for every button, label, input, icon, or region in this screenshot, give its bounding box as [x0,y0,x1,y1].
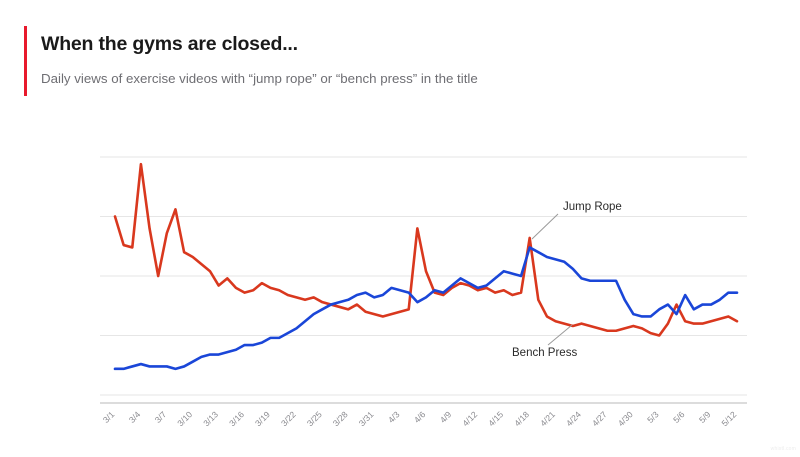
x-tick-label: 3/7 [153,409,169,425]
x-tick-label: 5/3 [645,409,661,425]
x-tick-label: 4/9 [438,409,454,425]
x-tick-label: 4/3 [386,409,402,425]
series-annotation-label: Bench Press [512,347,577,359]
x-tick-label: 3/16 [227,409,246,428]
page-title: When the gyms are closed... [41,33,298,55]
chart-header: When the gyms are closed... Daily views … [24,26,724,98]
x-tick-label: 3/10 [175,409,194,428]
series-annotation-label: Jump Rope [563,201,622,213]
chart-series-group [113,162,739,371]
x-tick-label: 3/4 [127,409,143,425]
x-tick-label: 3/22 [279,409,298,428]
x-tick-label: 4/27 [590,409,609,428]
x-tick-label: 4/18 [512,409,531,428]
x-tick-label: 4/30 [616,409,635,428]
watermark: whistl.com [770,446,796,452]
x-tick-label: 3/1 [101,409,117,425]
series-line-bench-press [113,162,739,337]
x-tick-label: 3/13 [201,409,220,428]
annotation-leader-line [547,324,573,346]
x-tick-label: 5/12 [720,409,739,428]
series-line-jump-rope [113,246,739,371]
x-tick-label: 4/21 [538,409,557,428]
x-tick-label: 4/24 [564,409,583,428]
x-tick-label: 5/9 [697,409,713,425]
x-tick-label: 5/6 [671,409,687,425]
x-tick-label: 3/25 [305,409,324,428]
chart-gridlines [100,156,747,396]
title-accent-bar [24,26,27,96]
x-tick-label: 4/15 [486,409,505,428]
chart-annotations: Jump Rope Bench Press [512,201,622,359]
x-tick-label: 4/12 [460,409,479,428]
x-tick-label: 4/6 [412,409,428,425]
chart-x-tick-labels: 3/1 3/4 3/7 3/10 3/13 3/16 3/19 3/22 3/25 3/28 3/3… [101,409,739,428]
x-tick-label: 3/31 [357,409,376,428]
x-tick-label: 3/19 [253,409,272,428]
annotation-leader-line [531,213,559,240]
x-tick-label: 3/28 [331,409,350,428]
page-subtitle: Daily views of exercise videos with “jum… [41,71,478,86]
